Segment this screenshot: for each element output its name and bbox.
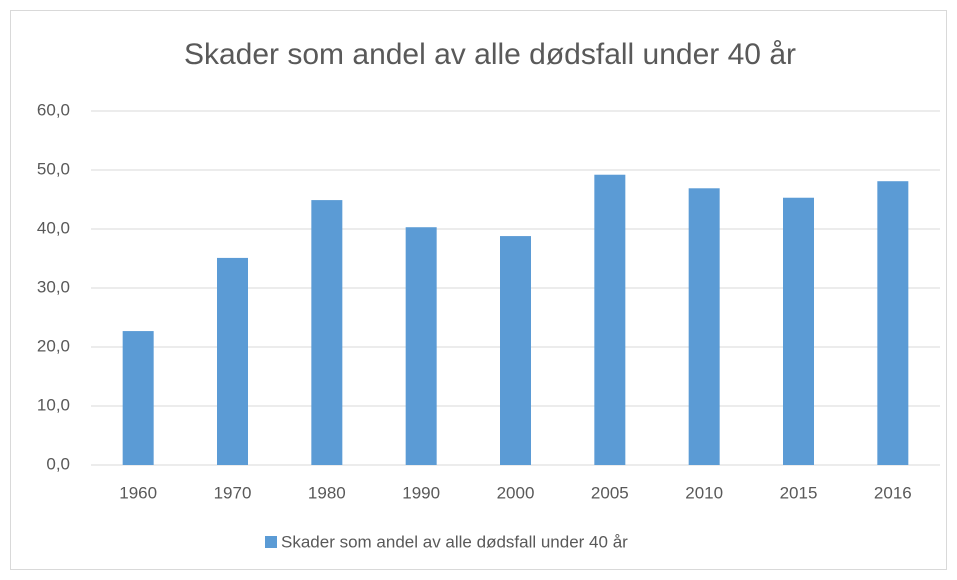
bar	[594, 174, 626, 465]
chart-title: Skader som andel av alle dødsfall under …	[184, 38, 796, 71]
y-tick-label: 20,0	[37, 336, 70, 355]
x-tick-label: 1970	[214, 483, 252, 502]
y-tick-label: 10,0	[37, 395, 70, 414]
legend-swatch	[265, 536, 277, 548]
bar	[311, 200, 343, 465]
y-tick-label: 40,0	[37, 218, 70, 237]
legend: Skader som andel av alle dødsfall under …	[265, 532, 628, 551]
x-tick-label: 2016	[874, 483, 912, 502]
bar	[500, 236, 531, 465]
x-tick-label: 2005	[591, 483, 629, 502]
y-tick-label: 60,0	[37, 100, 70, 119]
bar	[217, 257, 248, 465]
x-tick-label: 2010	[685, 483, 723, 502]
y-tick-label: 0,0	[46, 454, 70, 473]
bar	[688, 188, 720, 466]
bar	[877, 181, 909, 465]
legend-label: Skader som andel av alle dødsfall under …	[281, 532, 628, 551]
x-tick-label: 1980	[308, 483, 346, 502]
bar	[122, 331, 154, 465]
x-tick-label: 2000	[497, 483, 535, 502]
y-tick-label: 50,0	[37, 159, 70, 178]
x-tick-label: 1960	[119, 483, 157, 502]
y-tick-label: 30,0	[37, 277, 70, 296]
x-tick-label: 1990	[402, 483, 440, 502]
bar	[783, 197, 814, 466]
x-tick-label: 2015	[780, 483, 818, 502]
bar	[405, 227, 437, 465]
